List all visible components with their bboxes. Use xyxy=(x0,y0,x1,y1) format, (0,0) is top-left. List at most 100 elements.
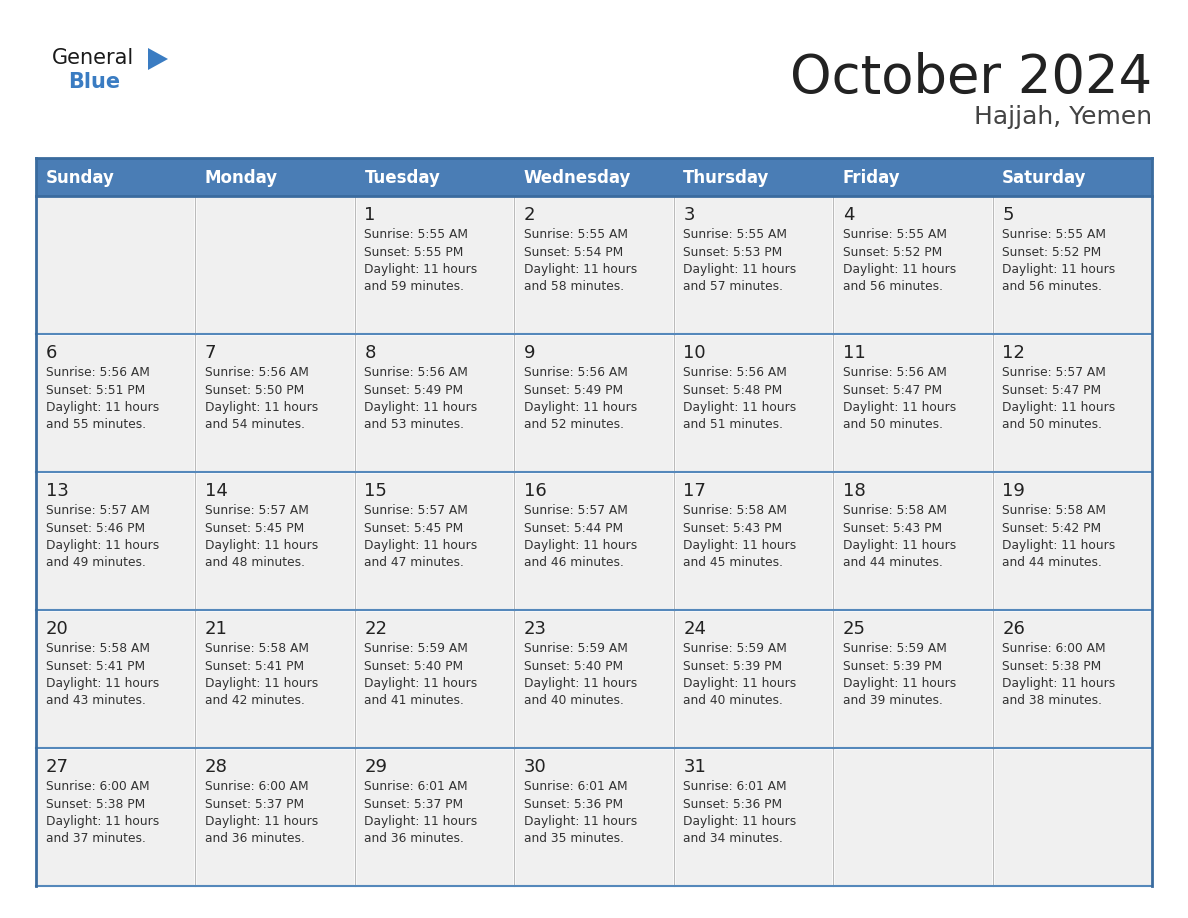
Text: 17: 17 xyxy=(683,482,706,500)
Bar xyxy=(514,158,674,196)
Bar xyxy=(674,610,833,748)
Bar xyxy=(36,748,196,886)
Text: 2: 2 xyxy=(524,206,536,224)
Text: Sunrise: 5:56 AM
Sunset: 5:50 PM
Daylight: 11 hours
and 54 minutes.: Sunrise: 5:56 AM Sunset: 5:50 PM Dayligh… xyxy=(206,366,318,431)
Bar xyxy=(674,334,833,472)
Bar xyxy=(674,158,833,196)
Bar xyxy=(833,748,992,886)
Text: Sunrise: 5:58 AM
Sunset: 5:42 PM
Daylight: 11 hours
and 44 minutes.: Sunrise: 5:58 AM Sunset: 5:42 PM Dayligh… xyxy=(1003,504,1116,569)
Bar xyxy=(992,748,1152,886)
Bar xyxy=(833,472,992,610)
Text: Tuesday: Tuesday xyxy=(365,169,441,187)
Text: 28: 28 xyxy=(206,758,228,776)
Bar xyxy=(833,196,992,334)
Text: Wednesday: Wednesday xyxy=(524,169,631,187)
Text: 23: 23 xyxy=(524,620,546,638)
Bar xyxy=(992,610,1152,748)
Text: 26: 26 xyxy=(1003,620,1025,638)
Bar xyxy=(196,610,355,748)
Text: Sunrise: 5:55 AM
Sunset: 5:55 PM
Daylight: 11 hours
and 59 minutes.: Sunrise: 5:55 AM Sunset: 5:55 PM Dayligh… xyxy=(365,228,478,294)
Text: Sunrise: 5:57 AM
Sunset: 5:46 PM
Daylight: 11 hours
and 49 minutes.: Sunrise: 5:57 AM Sunset: 5:46 PM Dayligh… xyxy=(45,504,159,569)
Text: 9: 9 xyxy=(524,344,536,362)
Text: 18: 18 xyxy=(842,482,866,500)
Text: Sunrise: 5:56 AM
Sunset: 5:49 PM
Daylight: 11 hours
and 53 minutes.: Sunrise: 5:56 AM Sunset: 5:49 PM Dayligh… xyxy=(365,366,478,431)
Text: 5: 5 xyxy=(1003,206,1013,224)
Text: Sunrise: 5:55 AM
Sunset: 5:54 PM
Daylight: 11 hours
and 58 minutes.: Sunrise: 5:55 AM Sunset: 5:54 PM Dayligh… xyxy=(524,228,637,294)
Bar xyxy=(992,158,1152,196)
Text: 12: 12 xyxy=(1003,344,1025,362)
Bar xyxy=(355,610,514,748)
Bar xyxy=(514,748,674,886)
Text: Monday: Monday xyxy=(206,169,278,187)
Text: Sunrise: 5:56 AM
Sunset: 5:47 PM
Daylight: 11 hours
and 50 minutes.: Sunrise: 5:56 AM Sunset: 5:47 PM Dayligh… xyxy=(842,366,956,431)
Text: Sunrise: 5:59 AM
Sunset: 5:39 PM
Daylight: 11 hours
and 40 minutes.: Sunrise: 5:59 AM Sunset: 5:39 PM Dayligh… xyxy=(683,642,796,708)
Bar xyxy=(196,748,355,886)
Text: October 2024: October 2024 xyxy=(790,52,1152,104)
Bar xyxy=(514,472,674,610)
Text: Sunrise: 5:56 AM
Sunset: 5:51 PM
Daylight: 11 hours
and 55 minutes.: Sunrise: 5:56 AM Sunset: 5:51 PM Dayligh… xyxy=(45,366,159,431)
Bar xyxy=(674,472,833,610)
Text: Sunday: Sunday xyxy=(45,169,114,187)
Bar xyxy=(36,334,196,472)
Text: Sunrise: 5:57 AM
Sunset: 5:47 PM
Daylight: 11 hours
and 50 minutes.: Sunrise: 5:57 AM Sunset: 5:47 PM Dayligh… xyxy=(1003,366,1116,431)
Bar xyxy=(196,196,355,334)
Bar xyxy=(355,196,514,334)
Text: Hajjah, Yemen: Hajjah, Yemen xyxy=(974,105,1152,129)
Bar xyxy=(196,472,355,610)
Text: Sunrise: 5:55 AM
Sunset: 5:52 PM
Daylight: 11 hours
and 56 minutes.: Sunrise: 5:55 AM Sunset: 5:52 PM Dayligh… xyxy=(1003,228,1116,294)
Text: Sunrise: 5:57 AM
Sunset: 5:45 PM
Daylight: 11 hours
and 48 minutes.: Sunrise: 5:57 AM Sunset: 5:45 PM Dayligh… xyxy=(206,504,318,569)
Text: 6: 6 xyxy=(45,344,57,362)
Text: 10: 10 xyxy=(683,344,706,362)
Bar xyxy=(833,158,992,196)
Bar xyxy=(355,748,514,886)
Bar xyxy=(36,158,196,196)
Text: 15: 15 xyxy=(365,482,387,500)
Text: 22: 22 xyxy=(365,620,387,638)
Bar xyxy=(36,196,196,334)
Bar xyxy=(355,158,514,196)
Text: 11: 11 xyxy=(842,344,866,362)
Bar xyxy=(355,472,514,610)
Text: 25: 25 xyxy=(842,620,866,638)
Text: 31: 31 xyxy=(683,758,706,776)
Text: Saturday: Saturday xyxy=(1003,169,1087,187)
Text: 14: 14 xyxy=(206,482,228,500)
Text: 13: 13 xyxy=(45,482,69,500)
Text: Sunrise: 6:00 AM
Sunset: 5:37 PM
Daylight: 11 hours
and 36 minutes.: Sunrise: 6:00 AM Sunset: 5:37 PM Dayligh… xyxy=(206,780,318,845)
Text: 24: 24 xyxy=(683,620,707,638)
Bar xyxy=(514,610,674,748)
Text: 7: 7 xyxy=(206,344,216,362)
Bar xyxy=(833,610,992,748)
Text: Thursday: Thursday xyxy=(683,169,770,187)
Bar xyxy=(992,472,1152,610)
Text: 16: 16 xyxy=(524,482,546,500)
Text: 8: 8 xyxy=(365,344,375,362)
Text: 30: 30 xyxy=(524,758,546,776)
Text: Sunrise: 6:01 AM
Sunset: 5:36 PM
Daylight: 11 hours
and 35 minutes.: Sunrise: 6:01 AM Sunset: 5:36 PM Dayligh… xyxy=(524,780,637,845)
Text: 1: 1 xyxy=(365,206,375,224)
Text: Sunrise: 6:01 AM
Sunset: 5:36 PM
Daylight: 11 hours
and 34 minutes.: Sunrise: 6:01 AM Sunset: 5:36 PM Dayligh… xyxy=(683,780,796,845)
Text: Sunrise: 5:55 AM
Sunset: 5:53 PM
Daylight: 11 hours
and 57 minutes.: Sunrise: 5:55 AM Sunset: 5:53 PM Dayligh… xyxy=(683,228,796,294)
Text: Sunrise: 5:58 AM
Sunset: 5:43 PM
Daylight: 11 hours
and 45 minutes.: Sunrise: 5:58 AM Sunset: 5:43 PM Dayligh… xyxy=(683,504,796,569)
Bar xyxy=(833,334,992,472)
Text: Sunrise: 5:57 AM
Sunset: 5:44 PM
Daylight: 11 hours
and 46 minutes.: Sunrise: 5:57 AM Sunset: 5:44 PM Dayligh… xyxy=(524,504,637,569)
Bar xyxy=(36,472,196,610)
Bar xyxy=(355,334,514,472)
Text: Sunrise: 5:58 AM
Sunset: 5:43 PM
Daylight: 11 hours
and 44 minutes.: Sunrise: 5:58 AM Sunset: 5:43 PM Dayligh… xyxy=(842,504,956,569)
Text: Friday: Friday xyxy=(842,169,901,187)
Bar xyxy=(992,334,1152,472)
Text: Sunrise: 5:59 AM
Sunset: 5:40 PM
Daylight: 11 hours
and 41 minutes.: Sunrise: 5:59 AM Sunset: 5:40 PM Dayligh… xyxy=(365,642,478,708)
Text: Sunrise: 5:58 AM
Sunset: 5:41 PM
Daylight: 11 hours
and 42 minutes.: Sunrise: 5:58 AM Sunset: 5:41 PM Dayligh… xyxy=(206,642,318,708)
Text: Sunrise: 6:00 AM
Sunset: 5:38 PM
Daylight: 11 hours
and 38 minutes.: Sunrise: 6:00 AM Sunset: 5:38 PM Dayligh… xyxy=(1003,642,1116,708)
Text: 27: 27 xyxy=(45,758,69,776)
Text: Sunrise: 5:56 AM
Sunset: 5:49 PM
Daylight: 11 hours
and 52 minutes.: Sunrise: 5:56 AM Sunset: 5:49 PM Dayligh… xyxy=(524,366,637,431)
Bar xyxy=(196,334,355,472)
Text: 29: 29 xyxy=(365,758,387,776)
Text: 4: 4 xyxy=(842,206,854,224)
Bar xyxy=(514,196,674,334)
Text: 19: 19 xyxy=(1003,482,1025,500)
Bar xyxy=(196,158,355,196)
Bar xyxy=(674,748,833,886)
Text: Sunrise: 5:58 AM
Sunset: 5:41 PM
Daylight: 11 hours
and 43 minutes.: Sunrise: 5:58 AM Sunset: 5:41 PM Dayligh… xyxy=(45,642,159,708)
Bar xyxy=(674,196,833,334)
